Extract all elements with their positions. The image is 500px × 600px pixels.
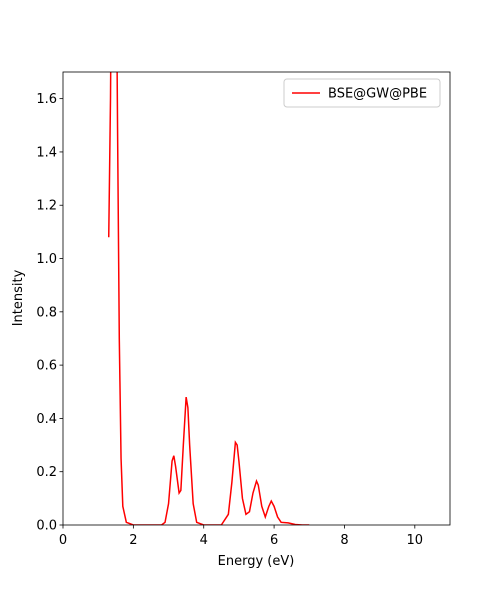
x-axis-label: Energy (eV) <box>218 554 295 569</box>
x-tick-label: 0 <box>59 533 67 548</box>
y-tick-label: 0.2 <box>36 465 57 480</box>
y-tick-label: 0.4 <box>36 412 57 427</box>
x-tick-label: 2 <box>129 533 137 548</box>
legend-box <box>283 78 441 108</box>
legend-label: BSE@GW@PBE <box>328 87 427 102</box>
y-tick-label: 0.0 <box>36 519 57 534</box>
y-tick-label: 0.8 <box>36 305 57 320</box>
x-tick-label: 8 <box>340 533 348 548</box>
x-tick-label: 10 <box>407 533 424 548</box>
y-tick-label: 1.4 <box>36 145 57 160</box>
x-tick-label: 4 <box>200 533 208 548</box>
y-tick-label: 1.0 <box>36 252 57 267</box>
y-tick-label: 1.6 <box>36 92 57 107</box>
x-tick-label: 6 <box>270 533 278 548</box>
plot-frame <box>62 71 451 526</box>
y-tick-label: 0.6 <box>36 359 57 374</box>
y-axis-label: Intensity <box>11 269 26 326</box>
y-tick-label: 1.2 <box>36 199 57 214</box>
line <box>107 72 310 525</box>
